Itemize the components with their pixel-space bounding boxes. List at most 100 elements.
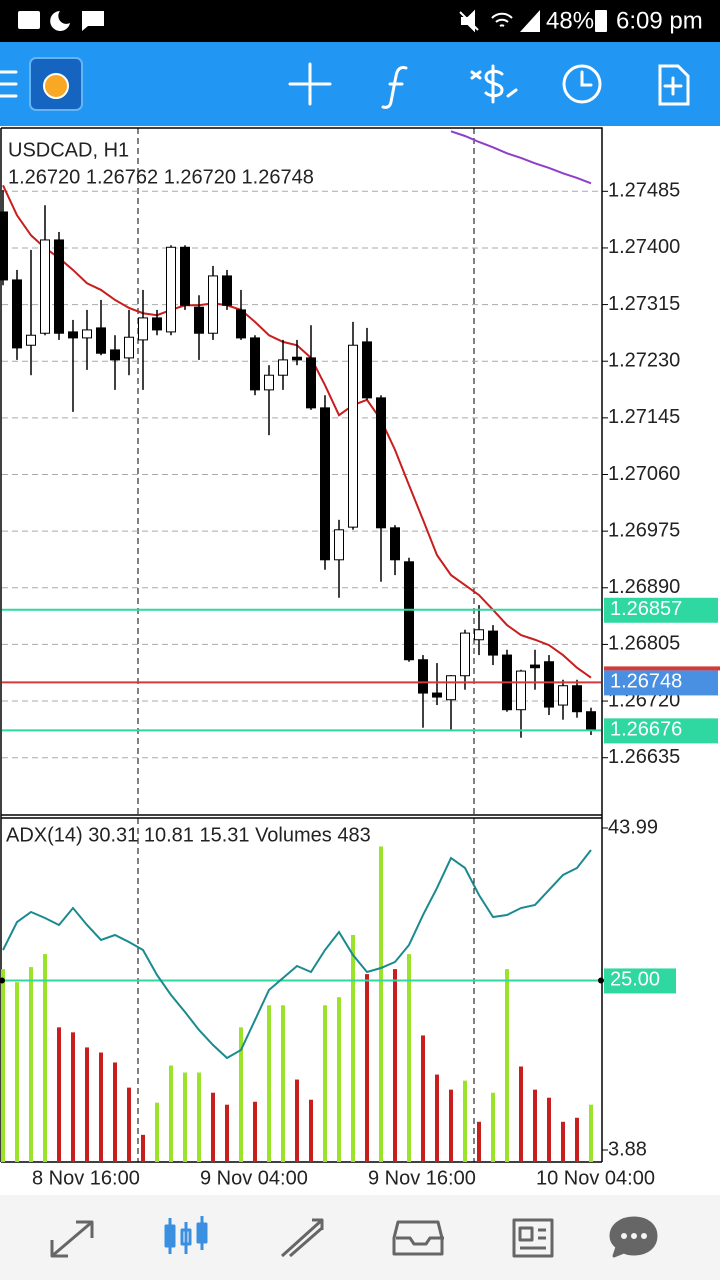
y-tick-label: 1.26890	[608, 576, 680, 598]
level-anchor	[0, 977, 5, 984]
quotes-tab[interactable]	[50, 1220, 94, 1258]
volume-bar	[295, 1079, 299, 1162]
volume-bar	[421, 1035, 425, 1162]
price-level-box	[604, 597, 718, 623]
candle-body	[530, 664, 540, 669]
candle-body	[82, 329, 92, 339]
chart-tab[interactable]	[164, 1216, 208, 1254]
battery-text: 48%	[546, 7, 594, 34]
price-level-label: 1.26676	[610, 719, 682, 741]
candle-body	[516, 670, 526, 711]
volume-bar	[379, 846, 383, 1162]
candle-body	[292, 356, 302, 361]
candle-body	[446, 675, 456, 701]
indicator-level-box	[604, 968, 676, 994]
volume-bar	[435, 1074, 439, 1162]
volume-bar	[29, 967, 33, 1162]
volume-bar	[197, 1072, 201, 1162]
candle-body	[54, 239, 64, 334]
candle-body	[348, 344, 358, 528]
candle-body	[278, 359, 288, 376]
chart-frame	[0, 127, 603, 1163]
status-icons	[18, 9, 607, 33]
price-level-label: 1.26748	[610, 671, 682, 693]
candle-body	[180, 246, 190, 306]
trade-tab[interactable]	[280, 1218, 324, 1258]
moving-average	[450, 130, 592, 185]
candle-body	[12, 279, 22, 349]
x-tick-label: 10 Nov 04:00	[536, 1167, 655, 1189]
menu-button[interactable]	[0, 70, 18, 98]
volume-bar	[99, 1052, 103, 1162]
toolbar	[0, 42, 720, 126]
y-tick-label: 1.26635	[608, 746, 680, 768]
volume-bar	[407, 954, 411, 1162]
adx-line	[2, 849, 592, 1060]
candle-body	[40, 239, 50, 334]
volume-bar	[239, 1027, 243, 1162]
level-anchor	[598, 977, 604, 984]
candle-body	[152, 317, 162, 331]
history-tab[interactable]	[392, 1220, 444, 1256]
volume-bar	[113, 1062, 117, 1162]
history-hands	[580, 70, 593, 87]
news-tab[interactable]	[512, 1218, 554, 1258]
candle-body	[96, 327, 106, 354]
volume-bar	[15, 982, 19, 1162]
volume-bar	[253, 1101, 257, 1162]
volume-bar	[71, 1032, 75, 1162]
candle-body	[376, 397, 386, 529]
volume-bar	[575, 1117, 579, 1162]
volume-bar	[463, 1080, 467, 1162]
candle-body	[166, 246, 176, 333]
new-order-button[interactable]	[658, 64, 690, 106]
app-logo	[43, 73, 69, 99]
candle-body	[544, 661, 554, 708]
volume-bar	[169, 1065, 173, 1162]
candle-body	[474, 629, 484, 641]
volume-bar	[183, 1072, 187, 1162]
volume-bar	[589, 1104, 593, 1162]
indicator-level-label: 25.00	[610, 969, 660, 991]
y-tick-label: 43.99	[608, 816, 658, 838]
candle-body	[68, 331, 78, 339]
y-tick-label: 1.27485	[608, 180, 680, 202]
moon-icon	[50, 11, 70, 31]
y-tick-label: 3.88	[608, 1138, 647, 1160]
status-bar	[0, 0, 720, 42]
candle-body	[558, 685, 568, 706]
mute-icon	[459, 9, 479, 33]
y-tick-label: 1.26975	[608, 519, 680, 541]
x-tick-label: 8 Nov 16:00	[32, 1167, 140, 1189]
y-tick-label: 1.27145	[608, 406, 680, 428]
candle-body	[320, 407, 330, 561]
volume-bar	[393, 969, 397, 1162]
volume-bar	[323, 1005, 327, 1162]
candle-body	[264, 374, 274, 391]
volume-bar	[547, 1097, 551, 1162]
period-separator	[137, 128, 475, 1162]
candle-body	[334, 529, 344, 561]
trade-button[interactable]	[470, 64, 518, 104]
volume-bar	[365, 974, 369, 1162]
candle-body	[306, 357, 316, 409]
candle-body	[0, 211, 8, 281]
volume-bar	[505, 969, 509, 1162]
y-tick-label: 1.27060	[608, 463, 680, 485]
volume-bar	[141, 1134, 145, 1162]
candle-body	[362, 341, 372, 399]
candle-body	[250, 337, 260, 391]
price-level-marker	[604, 666, 720, 671]
crosshair-button[interactable]	[288, 62, 332, 106]
y-tick-label: 1.27230	[608, 350, 680, 372]
volume-bar	[267, 1005, 271, 1162]
volume-bar	[127, 1087, 131, 1162]
volume-bar	[519, 1066, 523, 1162]
price-level-box	[604, 670, 718, 696]
gallery-icon	[18, 11, 40, 29]
candle-body	[236, 309, 246, 339]
indicators-button[interactable]	[381, 66, 408, 109]
volume-bar	[43, 954, 47, 1162]
volume-bar	[309, 1099, 313, 1162]
history-button[interactable]	[562, 64, 602, 104]
